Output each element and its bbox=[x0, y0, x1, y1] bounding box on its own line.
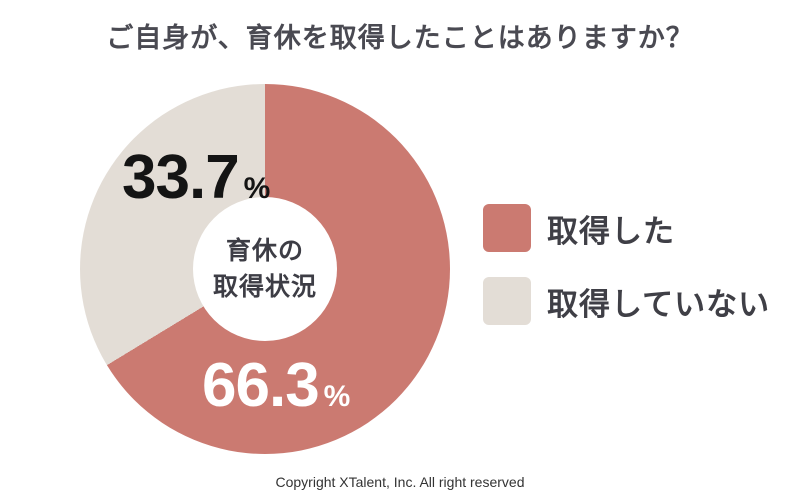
slice-value-not-taken: 33.7 bbox=[122, 143, 240, 212]
slice-label-taken: 66.3 % bbox=[202, 350, 350, 421]
slice-unit-not-taken: % bbox=[243, 172, 271, 205]
donut-center-label: 育休の 取得状況 bbox=[213, 233, 317, 306]
donut-chart: 育休の 取得状況 33.7 % 66.3 % bbox=[80, 84, 450, 454]
page-title: ご自身が、育休を取得したことはありますか？ bbox=[106, 23, 694, 53]
slice-unit-taken: % bbox=[323, 380, 351, 413]
legend-swatch-not-taken bbox=[483, 277, 531, 325]
slice-label-not-taken: 33.7 % bbox=[122, 142, 270, 213]
legend-item-not-taken: 取得していない bbox=[483, 277, 770, 325]
legend-swatch-taken bbox=[483, 204, 531, 252]
chart-legend: 取得した 取得していない bbox=[483, 204, 770, 325]
legend-label-not-taken: 取得していない bbox=[547, 286, 771, 322]
slice-value-taken: 66.3 bbox=[202, 351, 320, 420]
copyright-text: Copyright XTalent, Inc. All right reserv… bbox=[275, 474, 525, 490]
donut-center-line2: 取得状況 bbox=[212, 273, 317, 301]
donut-center-line1: 育休の bbox=[225, 236, 304, 265]
legend-label-taken: 取得した bbox=[547, 213, 675, 249]
donut-center: 育休の 取得状況 bbox=[193, 197, 337, 341]
legend-item-taken: 取得した bbox=[483, 204, 770, 252]
